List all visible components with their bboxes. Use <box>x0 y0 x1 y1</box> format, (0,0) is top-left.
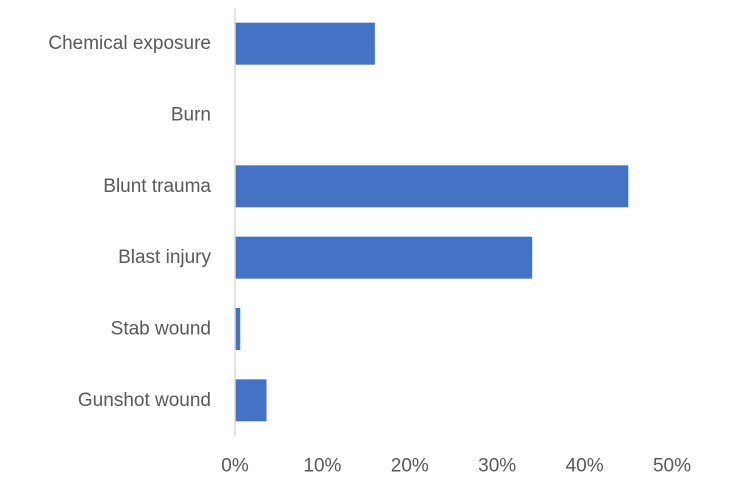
x-tick-label-30: 30% <box>478 456 516 477</box>
bars-layer <box>235 22 629 422</box>
category-label-stab-wound: Stab wound <box>111 319 211 340</box>
bar-gunshot-wound <box>235 379 267 422</box>
category-labels: Chemical exposure Burn Blunt trauma Blast i… <box>48 33 211 411</box>
category-label-gunshot-wound: Gunshot wound <box>78 390 211 411</box>
category-label-burn: Burn <box>171 105 211 126</box>
category-label-blast-injury: Blast injury <box>118 247 211 268</box>
x-tick-label-50: 50% <box>653 456 691 477</box>
bar-stab-wound <box>235 308 241 350</box>
x-tick-label-10: 10% <box>303 456 341 477</box>
x-tick-label-0: 0% <box>221 456 249 477</box>
category-label-blunt-trauma: Blunt trauma <box>103 176 211 197</box>
x-tick-label-40: 40% <box>566 456 604 477</box>
bar-blunt-trauma <box>235 165 629 208</box>
x-tick-label-20: 20% <box>391 456 429 477</box>
bar-chemical-exposure <box>235 22 375 65</box>
category-label-chemical-exposure: Chemical exposure <box>48 33 211 54</box>
bar-blast-injury <box>235 236 533 279</box>
x-tick-labels: 0% 10% 20% 30% 40% 50% <box>221 456 691 477</box>
